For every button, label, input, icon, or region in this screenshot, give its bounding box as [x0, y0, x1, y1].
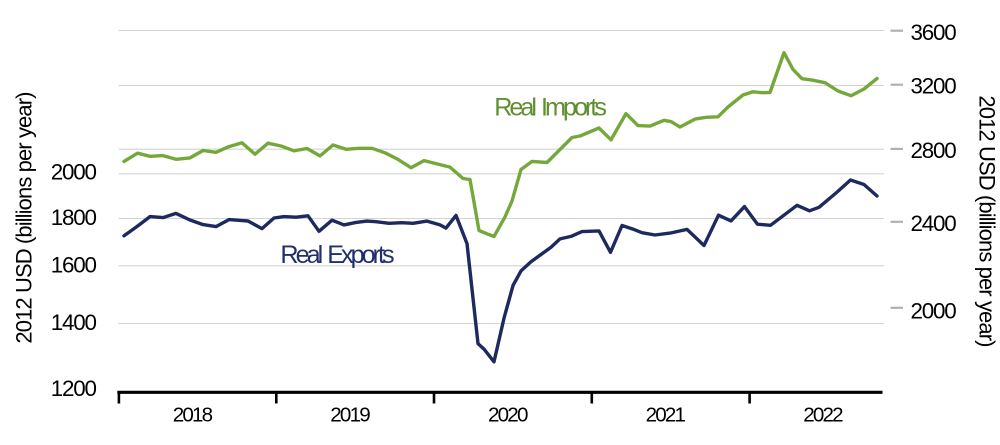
svg-text:2019: 2019: [330, 404, 370, 427]
svg-text:1800: 1800: [51, 205, 97, 230]
svg-text:2022: 2022: [803, 404, 843, 427]
svg-text:1600: 1600: [51, 252, 97, 277]
svg-text:Real Exports: Real Exports: [280, 241, 394, 269]
svg-text:2020: 2020: [488, 404, 528, 427]
svg-text:2012 USD (billions per year): 2012 USD (billions per year): [12, 92, 37, 343]
svg-text:3600: 3600: [911, 20, 957, 45]
svg-text:2021: 2021: [646, 404, 686, 427]
svg-text:2800: 2800: [911, 138, 957, 163]
svg-text:1200: 1200: [51, 376, 97, 401]
svg-text:Real Imports: Real Imports: [494, 94, 606, 122]
svg-text:2000: 2000: [51, 160, 97, 185]
svg-text:2018: 2018: [173, 404, 213, 427]
svg-text:2000: 2000: [911, 298, 957, 323]
svg-text:2012 USD (billions per year): 2012 USD (billions per year): [975, 95, 1000, 346]
svg-text:2400: 2400: [911, 211, 957, 236]
svg-text:1400: 1400: [51, 310, 97, 335]
svg-text:3200: 3200: [911, 74, 957, 99]
